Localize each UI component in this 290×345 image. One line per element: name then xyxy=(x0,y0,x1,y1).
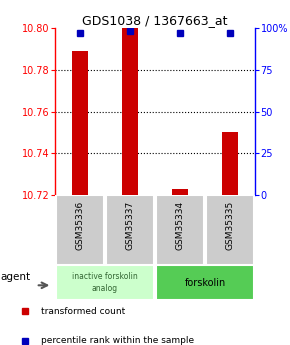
Text: GSM35336: GSM35336 xyxy=(75,200,84,250)
Bar xyxy=(56,195,104,265)
Text: GSM35334: GSM35334 xyxy=(175,200,184,250)
Text: inactive forskolin
analog: inactive forskolin analog xyxy=(72,273,138,293)
Text: agent: agent xyxy=(0,272,30,282)
Bar xyxy=(156,265,254,300)
Text: percentile rank within the sample: percentile rank within the sample xyxy=(41,336,194,345)
Bar xyxy=(156,195,204,265)
Bar xyxy=(222,132,238,195)
Text: forskolin: forskolin xyxy=(184,277,226,287)
Bar xyxy=(172,189,188,195)
Title: GDS1038 / 1367663_at: GDS1038 / 1367663_at xyxy=(82,14,228,27)
Bar xyxy=(106,195,154,265)
Bar xyxy=(72,51,88,195)
Bar xyxy=(56,265,154,300)
Text: GSM35337: GSM35337 xyxy=(126,200,135,250)
Bar xyxy=(206,195,254,265)
Bar xyxy=(122,28,138,195)
Text: GSM35335: GSM35335 xyxy=(226,200,235,250)
Text: transformed count: transformed count xyxy=(41,307,125,316)
